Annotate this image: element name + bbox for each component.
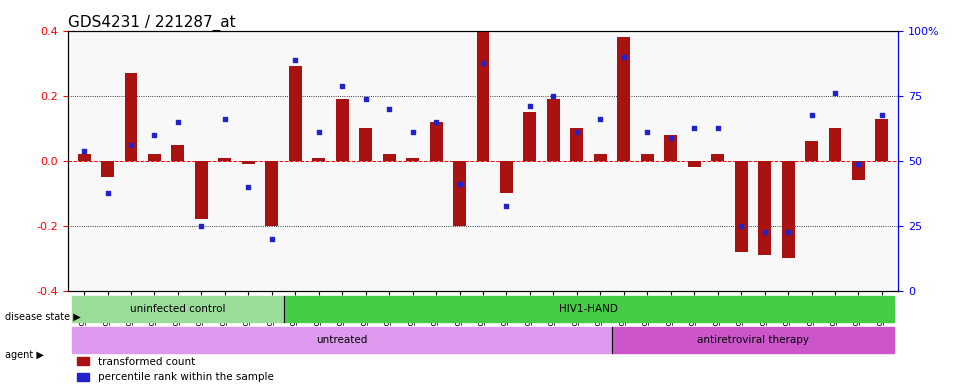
Point xyxy=(733,223,749,229)
Point xyxy=(241,184,256,190)
Bar xyxy=(406,157,419,161)
Point xyxy=(76,148,92,154)
Bar xyxy=(195,161,208,219)
Bar xyxy=(476,31,490,161)
Bar xyxy=(72,296,284,322)
Point xyxy=(124,141,139,147)
Bar xyxy=(383,154,396,161)
Point xyxy=(405,128,420,134)
Point xyxy=(663,135,678,141)
Bar xyxy=(266,161,278,226)
Bar xyxy=(312,157,326,161)
Point xyxy=(382,106,397,112)
Point xyxy=(428,119,443,125)
Text: GDS4231 / 221287_at: GDS4231 / 221287_at xyxy=(68,15,236,31)
Bar xyxy=(172,144,185,161)
Point xyxy=(710,125,725,131)
Point xyxy=(757,229,773,235)
Bar xyxy=(218,157,231,161)
Point xyxy=(874,112,890,118)
Bar xyxy=(359,128,372,161)
Text: agent ▶: agent ▶ xyxy=(5,350,43,360)
Point xyxy=(193,223,209,229)
Text: uninfected control: uninfected control xyxy=(130,304,226,314)
Point xyxy=(217,116,233,122)
Bar xyxy=(758,161,771,255)
Text: HIV1-HAND: HIV1-HAND xyxy=(559,304,618,314)
Bar xyxy=(781,161,795,258)
Bar xyxy=(453,161,466,226)
Point xyxy=(475,60,491,66)
Point xyxy=(288,57,303,63)
Point xyxy=(170,119,185,125)
Point xyxy=(498,203,514,209)
Bar xyxy=(852,161,865,180)
Bar xyxy=(500,161,513,193)
Point xyxy=(264,236,279,242)
Point xyxy=(781,229,796,235)
Bar xyxy=(284,296,894,322)
Point xyxy=(569,128,584,134)
Point xyxy=(147,132,162,138)
Point xyxy=(639,128,655,134)
Bar xyxy=(594,154,607,161)
Point xyxy=(452,180,468,187)
Legend: transformed count, percentile rank within the sample: transformed count, percentile rank withi… xyxy=(72,353,278,384)
Bar xyxy=(640,154,654,161)
Point xyxy=(334,83,350,89)
Bar xyxy=(148,154,161,161)
Bar xyxy=(688,161,700,167)
Bar xyxy=(875,119,889,161)
Point xyxy=(358,96,374,102)
Point xyxy=(851,161,867,167)
Point xyxy=(827,89,842,96)
Point xyxy=(523,103,538,109)
Bar xyxy=(612,327,894,353)
Text: antiretroviral therapy: antiretroviral therapy xyxy=(696,335,809,345)
Bar xyxy=(242,161,255,164)
Bar xyxy=(430,122,442,161)
Bar xyxy=(77,154,91,161)
Bar xyxy=(617,37,630,161)
Point xyxy=(804,112,819,118)
Bar xyxy=(336,99,349,161)
Bar xyxy=(547,99,560,161)
Point xyxy=(687,125,702,131)
Bar xyxy=(829,128,841,161)
Bar xyxy=(125,73,137,161)
Point xyxy=(546,93,561,99)
Text: untreated: untreated xyxy=(317,335,368,345)
Bar xyxy=(72,327,612,353)
Bar xyxy=(570,128,583,161)
Bar xyxy=(711,154,724,161)
Point xyxy=(616,54,632,60)
Point xyxy=(99,190,115,196)
Bar xyxy=(805,141,818,161)
Point xyxy=(592,116,608,122)
Bar xyxy=(289,66,301,161)
Text: disease state ▶: disease state ▶ xyxy=(5,312,80,322)
Bar xyxy=(665,135,677,161)
Bar xyxy=(524,112,536,161)
Bar xyxy=(735,161,748,252)
Bar xyxy=(101,161,114,177)
Point xyxy=(311,128,327,134)
